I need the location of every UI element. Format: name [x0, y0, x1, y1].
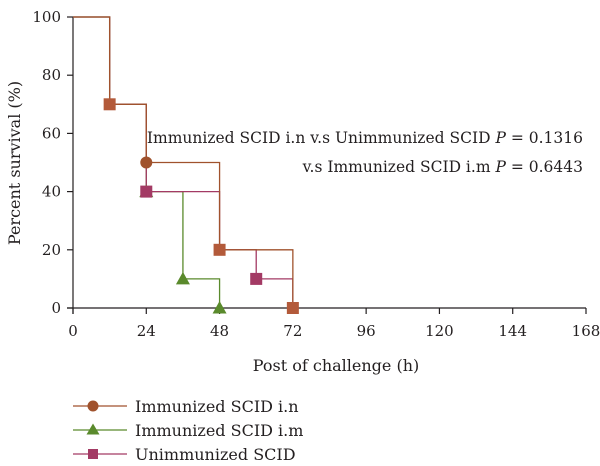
y-tick-label-60: 60 [42, 124, 61, 142]
y-tick-label-40: 40 [42, 183, 61, 201]
x-tick-label-96: 96 [357, 322, 376, 340]
y-tick-label-0: 0 [51, 299, 61, 317]
overlay-marker-1 [213, 243, 226, 256]
legend-label-immunized-in: Immunized SCID i.n [135, 397, 299, 416]
x-tick-label-24: 24 [137, 322, 156, 340]
x-tick-label-120: 120 [425, 322, 454, 340]
y-tick-label-100: 100 [32, 8, 61, 26]
marker-series-0-0 [140, 156, 153, 169]
x-tick-label-72: 72 [283, 322, 302, 340]
y-tick-label-80: 80 [42, 66, 61, 84]
legend: Immunized SCID i.n Immunized SCID i.m Un… [73, 397, 303, 464]
annotation-line-2: v.s Immunized SCID i.m P = 0.6443 [302, 158, 583, 176]
legend-item-unimmunized: Unimmunized SCID [73, 445, 296, 464]
overlay-marker-0 [103, 98, 116, 111]
series-markers [103, 98, 299, 314]
y-axis-label: Percent survival (%) [5, 81, 24, 245]
marker-series-2-0 [140, 185, 153, 198]
legend-label-immunized-im: Immunized SCID i.m [135, 421, 303, 440]
marker-series-2-1 [250, 272, 263, 285]
x-tick-label-0: 0 [68, 322, 78, 340]
marker-series-1-2 [212, 301, 227, 314]
axes: 0 20 40 60 80 100 0 24 48 72 96 120 144 168 [32, 8, 600, 340]
y-tick-label-20: 20 [42, 241, 61, 259]
x-tick-label-168: 168 [572, 322, 600, 340]
legend-label-unimmunized: Unimmunized SCID [135, 445, 296, 464]
annotation-line-1: Immunized SCID i.n v.s Unimmunized SCID … [147, 129, 583, 147]
x-tick-label-144: 144 [498, 322, 527, 340]
x-tick-label-48: 48 [210, 322, 229, 340]
marker-series-1-1 [175, 271, 190, 285]
overlay-marker-2 [286, 302, 299, 314]
x-axis-label: Post of challenge (h) [253, 356, 420, 375]
legend-item-immunized-im: Immunized SCID i.m [73, 421, 303, 440]
series-lines [73, 16, 294, 308]
legend-item-immunized-in: Immunized SCID i.n [73, 397, 299, 416]
